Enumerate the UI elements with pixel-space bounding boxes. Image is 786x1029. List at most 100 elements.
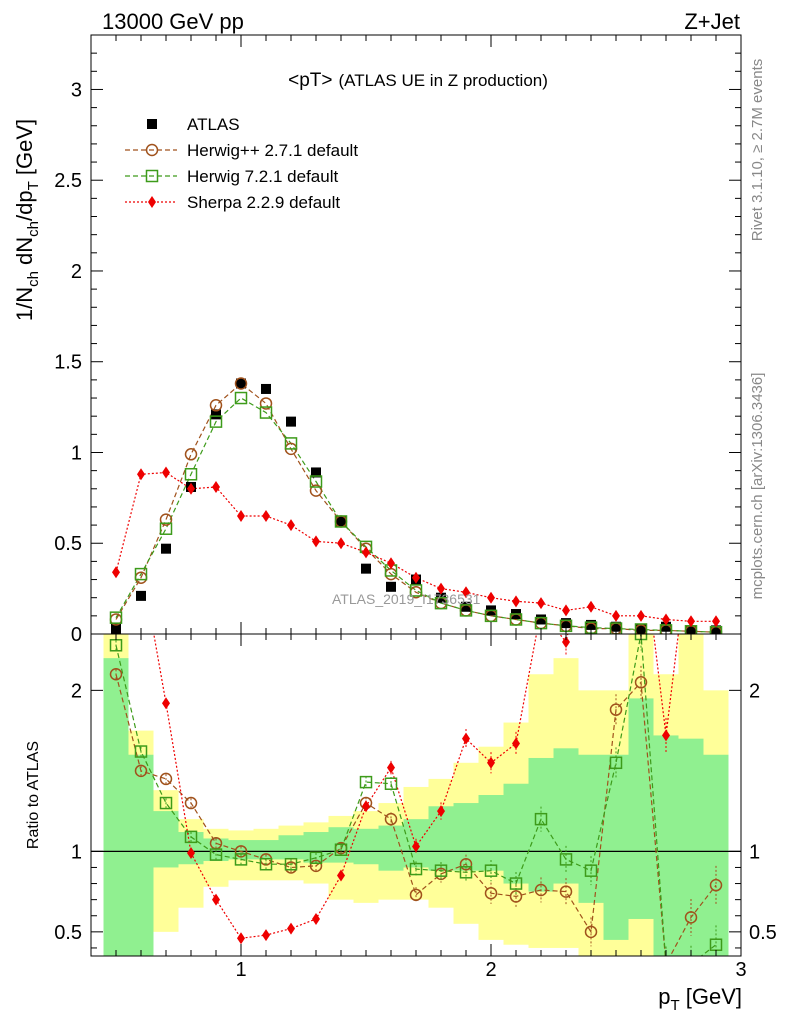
point-sherpa <box>262 510 270 523</box>
point-herwig7 <box>134 567 148 581</box>
point-atlas <box>661 621 671 632</box>
point-herwigpp <box>209 399 223 412</box>
point-atlas <box>586 619 596 630</box>
ratio-point-herwig7 <box>134 745 148 758</box>
band-green <box>253 840 279 860</box>
point-herwig7 <box>434 596 448 610</box>
ratio-point-herwig7 <box>409 862 423 876</box>
band-green <box>103 658 129 956</box>
point-sherpa <box>662 613 670 626</box>
point-herwig7 <box>459 604 473 617</box>
y-tick-label: 3 <box>71 79 82 101</box>
watermark: ATLAS_2019_I1736531 <box>332 591 481 607</box>
ratio-point-herwigpp <box>409 888 423 902</box>
point-sherpa <box>112 566 120 579</box>
ratio-point-herwig7 <box>234 853 248 866</box>
point-atlas <box>211 409 221 420</box>
point-sherpa <box>237 510 245 523</box>
point-atlas <box>461 601 471 612</box>
point-sherpa <box>637 609 645 622</box>
point-atlas <box>611 621 621 632</box>
x-tick-label: 3 <box>735 959 746 981</box>
ratio-y-tick-label: 2 <box>71 680 82 702</box>
point-sherpa <box>512 595 520 608</box>
ratio-y-tick-label-right: 2 <box>749 680 760 702</box>
point-herwig7 <box>284 437 298 450</box>
ratio-point-sherpa <box>287 922 295 935</box>
point-sherpa <box>712 615 720 628</box>
header-right: Z+Jet <box>684 9 740 34</box>
ratio-point-herwigpp <box>559 885 573 898</box>
ratio-ylabel: Ratio to ATLAS <box>25 741 42 849</box>
ratio-point-sherpa <box>337 869 345 882</box>
point-sherpa <box>437 582 445 595</box>
point-sherpa <box>412 571 420 584</box>
point-sherpa <box>487 591 495 604</box>
band-green <box>653 735 679 956</box>
ratio-point-herwig7 <box>359 775 373 789</box>
point-sherpa <box>312 535 320 548</box>
ratio-point-herwigpp <box>459 857 473 871</box>
legend-label-herwig7: Herwig 7.2.1 default <box>187 167 338 186</box>
ratio-point-herwigpp <box>584 925 598 939</box>
ratio-point-herwigpp <box>609 703 623 716</box>
ratio-line-herwig7 <box>115 634 717 956</box>
main-ylabel: 1/Nch dNch/dpT [GeV] <box>12 119 42 321</box>
x-tick-label: 1 <box>235 959 246 981</box>
legend-marker-herwig7 <box>145 169 159 183</box>
ratio-point-herwig7 <box>484 864 498 877</box>
legend-marker-sherpa <box>148 196 156 208</box>
x-tick-label: 2 <box>485 959 496 981</box>
ratio-point-sherpa <box>462 732 470 745</box>
point-atlas <box>236 378 246 389</box>
ratio-point-herwigpp <box>709 878 723 892</box>
ratio-point-sherpa <box>562 636 570 649</box>
point-herwig7 <box>209 415 223 428</box>
ratio-y-tick-label-right: 0.5 <box>749 922 777 944</box>
ratio-panel: 1 2 30.5 0.51 12 2 Ratio to ATLAS <box>25 633 777 981</box>
point-sherpa <box>337 537 345 550</box>
header-left: 13000 GeV pp <box>102 9 244 34</box>
point-herwig7 <box>509 613 523 626</box>
x-axis-label: pT [GeV] <box>658 984 742 1014</box>
point-herwig7 <box>634 623 648 634</box>
ratio-point-herwig7 <box>534 812 548 826</box>
ratio-point-herwig7 <box>259 857 273 871</box>
point-sherpa <box>612 609 620 622</box>
band-green <box>278 835 304 860</box>
point-atlas <box>561 618 571 629</box>
ratio-point-herwig7 <box>584 864 598 877</box>
point-sherpa <box>287 519 295 532</box>
ratio-point-herwig7 <box>209 848 223 861</box>
point-atlas <box>286 416 296 427</box>
point-atlas <box>536 614 546 625</box>
ratio-point-sherpa <box>212 893 220 906</box>
legend-marker-herwigpp <box>145 143 159 157</box>
point-herwig7 <box>484 609 498 623</box>
ratio-point-herwigpp <box>109 668 123 681</box>
ratio-point-herwig7 <box>609 756 623 770</box>
main-title-main: <pT> <box>288 70 332 91</box>
ratio-point-sherpa <box>162 697 170 710</box>
point-herwigpp <box>309 484 323 497</box>
band-green <box>353 828 379 865</box>
ratio-y-tick-label: 1 <box>71 841 82 863</box>
point-herwigpp <box>234 377 248 390</box>
band-green <box>703 754 729 956</box>
y-tick-label: 0.5 <box>54 533 82 555</box>
y-tick-label: 1.5 <box>54 352 82 374</box>
band-green <box>128 754 154 956</box>
point-herwig7 <box>109 611 123 624</box>
ratio-point-sherpa <box>437 805 445 818</box>
ratio-point-herwig7 <box>384 777 398 790</box>
band-green <box>503 783 529 884</box>
legend-label-sherpa: Sherpa 2.2.9 default <box>187 193 340 212</box>
point-atlas <box>361 563 371 574</box>
ratio-point-sherpa <box>262 929 270 942</box>
main-title-sub: (ATLAS UE in Z production) <box>338 71 547 90</box>
rivet-label: Rivet 3.1.10, ≥ 2.7M events <box>749 59 766 242</box>
ratio-point-herwigpp <box>159 772 173 786</box>
y-tick-label: 0 <box>71 624 82 646</box>
band-green <box>478 795 504 871</box>
